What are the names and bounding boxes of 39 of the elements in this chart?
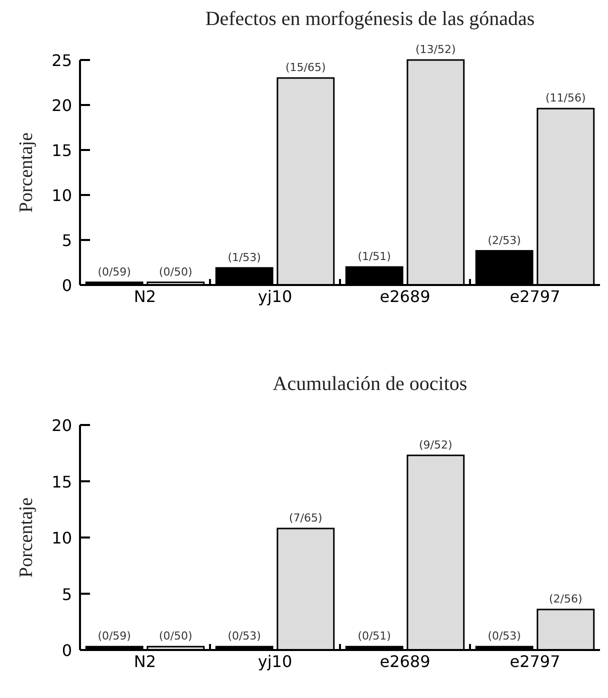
y-tick-label: 0 bbox=[62, 276, 72, 295]
data-label: (0/51) bbox=[358, 630, 391, 643]
data-label: (9/52) bbox=[419, 438, 452, 452]
data-label: (0/59) bbox=[98, 630, 131, 643]
y-tick-label: 20 bbox=[52, 96, 72, 115]
x-tick-label: yj10 bbox=[258, 652, 292, 671]
data-label: (1/51) bbox=[358, 250, 391, 263]
chart-title: Defectos en morfogénesis de las gónadas bbox=[205, 8, 535, 30]
x-tick-label: N2 bbox=[134, 652, 156, 671]
data-label: (11/56) bbox=[546, 92, 586, 105]
x-tick-label: e2689 bbox=[380, 652, 430, 671]
y-axis-title: Porcentaje bbox=[16, 132, 37, 213]
x-tick-label: N2 bbox=[134, 287, 156, 306]
data-label: (0/50) bbox=[159, 265, 192, 278]
x-tick-label: e2797 bbox=[510, 287, 560, 306]
chart-title: Acumulación de oocitos bbox=[272, 373, 468, 395]
x-tick-label: e2689 bbox=[380, 287, 430, 306]
data-label: (7/65) bbox=[289, 512, 322, 524]
x-tick-label: yj10 bbox=[258, 287, 292, 306]
data-label: (0/53) bbox=[228, 630, 261, 643]
y-tick-label: 10 bbox=[52, 186, 72, 205]
y-tick-label: 5 bbox=[62, 584, 72, 604]
data-label: (13/52) bbox=[416, 43, 456, 56]
data-label: (2/56) bbox=[549, 592, 582, 606]
data-label: (0/53) bbox=[488, 630, 521, 643]
data-label: (15/65) bbox=[286, 61, 326, 74]
data-label: (0/59) bbox=[98, 265, 131, 278]
y-axis-title: Porcentaje bbox=[16, 497, 37, 578]
y-tick-label: 15 bbox=[52, 141, 72, 160]
data-label: (0/50) bbox=[159, 630, 192, 643]
y-tick-label: 10 bbox=[52, 528, 72, 548]
y-tick-label: 15 bbox=[52, 472, 72, 492]
y-tick-label: 0 bbox=[62, 641, 72, 660]
y-tick-label: 5 bbox=[62, 231, 72, 250]
data-label: (2/53) bbox=[488, 234, 521, 247]
data-label: (1/53) bbox=[228, 250, 261, 264]
y-tick-label: 20 bbox=[52, 416, 72, 435]
x-tick-label: e2797 bbox=[510, 652, 560, 671]
y-tick-label: 25 bbox=[52, 51, 72, 70]
